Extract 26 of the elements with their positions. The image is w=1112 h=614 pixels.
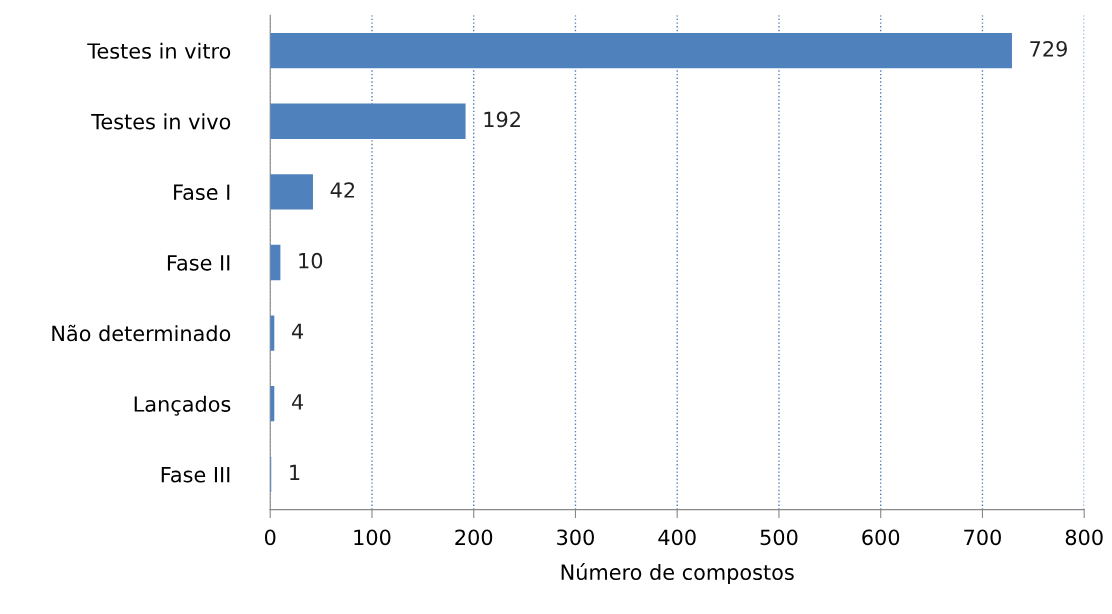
bar (270, 174, 313, 210)
bar (270, 33, 1012, 69)
data-label: 4 (291, 323, 304, 339)
y-tick-label: Fase I (174, 184, 230, 201)
x-tick-label: 100 (354, 529, 391, 546)
y-tick-label: Lançados (134, 395, 231, 416)
x-tick-label: 0 (264, 529, 276, 546)
x-tick-label: 300 (557, 529, 594, 546)
data-label: 10 (299, 252, 323, 269)
data-label: 4 (291, 394, 304, 410)
y-tick-label: Testes in vitro (87, 42, 231, 59)
x-tick-label: 500 (760, 529, 798, 546)
x-axis-title: Número de compostos (561, 563, 794, 585)
y-tick-label: Não determinado (52, 324, 231, 342)
data-label: 729 (1030, 40, 1067, 57)
y-tick-label: Fase III (161, 467, 230, 483)
data-label: 42 (330, 182, 355, 198)
y-tick-label: Fase II (167, 255, 230, 271)
data-label: 1 (290, 464, 300, 481)
x-tick-label: 200 (455, 529, 493, 546)
x-tick-label: 800 (1065, 529, 1103, 546)
x-tick-label: 600 (862, 529, 900, 546)
x-tick-label: 700 (964, 529, 1001, 546)
y-tick-label: Testes in vivo (91, 113, 231, 130)
data-label: 192 (484, 111, 520, 128)
x-tick-label: 400 (658, 529, 696, 546)
